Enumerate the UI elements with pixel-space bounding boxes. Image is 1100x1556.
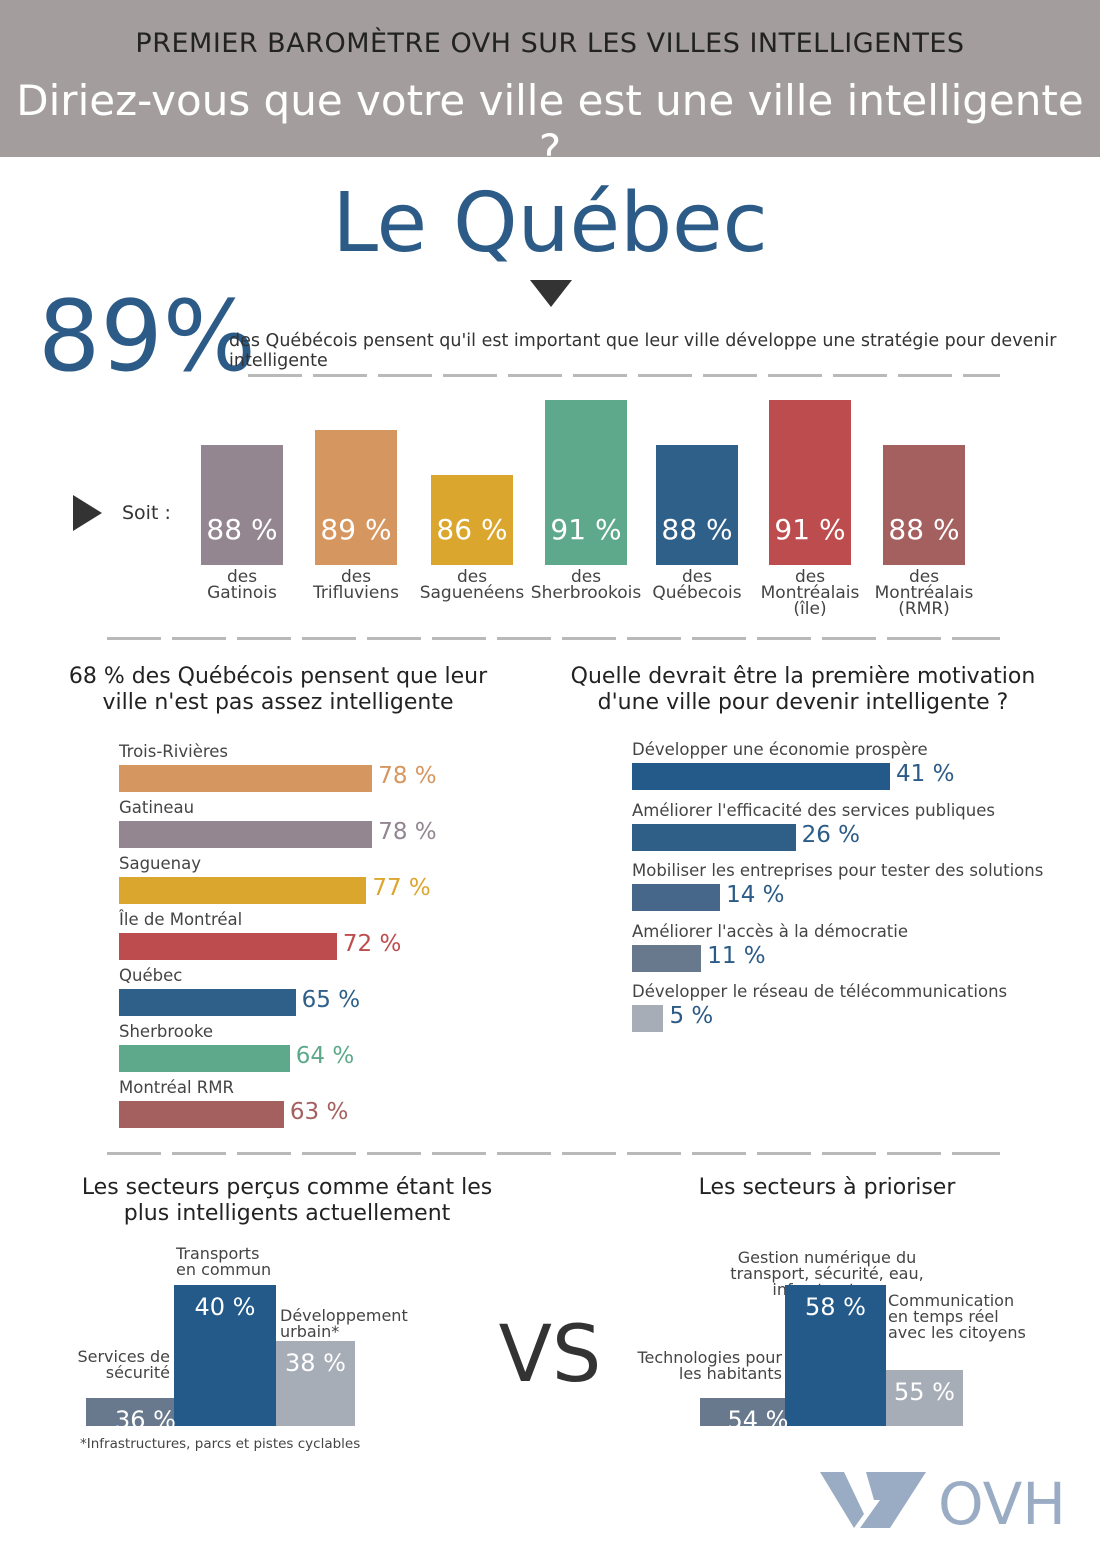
logo-mark: [820, 1472, 926, 1528]
category-label: Mobiliser les entreprises pour tester de…: [632, 861, 1044, 880]
category-label: des Saguenéens: [419, 567, 525, 603]
bar: [174, 1285, 276, 1426]
region-title: Le Québec: [332, 176, 768, 271]
bar: [119, 1045, 290, 1072]
category-label: Technologies pour les habitants: [637, 1348, 782, 1383]
header-kicker: PREMIER BAROMÈTRE OVH SUR LES VILLES INT…: [135, 28, 965, 59]
value-label: 88 %: [888, 513, 960, 546]
category-label: Trois-Rivières: [119, 742, 229, 761]
category-label: des Montréalais (île): [760, 567, 860, 619]
bar: [119, 877, 367, 904]
bar: [632, 884, 721, 911]
header-band: [0, 0, 1100, 157]
value-label: 91 %: [774, 513, 846, 546]
category-label: Saguenay: [119, 854, 202, 873]
bar: [119, 821, 373, 848]
bar: [785, 1285, 886, 1426]
value-label: 11 %: [707, 942, 766, 969]
value-label: 14 %: [726, 882, 785, 908]
category-label: Améliorer l'accès à la démocratie: [632, 921, 909, 941]
logo-text: OVH: [938, 1470, 1066, 1538]
chart-title: Les secteurs à prioriser: [698, 1175, 956, 1200]
value-label: 38 %: [285, 1349, 346, 1378]
category-label: Développement urbain*: [280, 1306, 408, 1341]
category-label: des Trifluviens: [313, 567, 399, 603]
value-label: 91 %: [550, 513, 622, 546]
bar: [119, 989, 296, 1016]
bar: [886, 1369, 963, 1426]
category-label: Île de Montréal: [119, 910, 243, 929]
category-label: des Montréalais (RMR): [874, 567, 974, 619]
bar: [119, 765, 373, 792]
category-label: Montréal RMR: [119, 1078, 234, 1097]
value-label: 64 %: [295, 1043, 355, 1069]
value-label: 78 %: [378, 763, 437, 789]
chart-title: 68 % des Québécois pensent que leur vill…: [68, 664, 488, 715]
category-label: Développer une économie prospère: [632, 740, 928, 759]
category-label: Québec: [119, 966, 183, 985]
divider: [107, 637, 1000, 640]
value-label: 26 %: [801, 821, 861, 848]
chart-title: Les secteurs perçus comme étant les plus…: [81, 1175, 493, 1226]
value-label: 36 %: [115, 1405, 176, 1434]
value-label: 88 %: [661, 513, 733, 546]
bar: [315, 430, 397, 565]
bar: [119, 933, 337, 960]
value-label: 86 %: [436, 513, 508, 546]
value-label: 77 %: [372, 875, 431, 901]
bar: [545, 400, 627, 565]
category-label: Développer le réseau de télécommunicatio…: [632, 982, 1008, 1001]
value-label: 41 %: [896, 761, 955, 787]
value-label: 55 %: [894, 1377, 955, 1406]
bar: [201, 445, 283, 565]
category-label: Sherbrooke: [119, 1022, 214, 1041]
value-label: 78 %: [378, 819, 437, 845]
value-label: 88 %: [206, 513, 278, 546]
value-label: 63 %: [289, 1099, 349, 1125]
bar: [276, 1341, 355, 1426]
value-label: 65 %: [301, 987, 361, 1013]
bar: [632, 823, 796, 851]
subtitle: Soit :: [122, 502, 171, 524]
value-label: 54 %: [727, 1405, 789, 1434]
bar: [656, 445, 738, 565]
value-label: 89 %: [320, 513, 392, 546]
divider: [107, 1152, 1000, 1155]
value-label: 58 %: [805, 1293, 866, 1321]
category-label: des Québecois: [652, 567, 742, 603]
pointer: [530, 280, 572, 307]
category-label: des Gatinois: [207, 567, 277, 603]
value-label: 40 %: [194, 1293, 256, 1321]
vs-label: VS: [498, 1310, 602, 1400]
bar: [632, 1005, 664, 1032]
category-label: Transports en commun: [176, 1244, 272, 1279]
divider: [248, 374, 1000, 377]
category-label: Gatineau: [119, 798, 195, 817]
bar: [119, 1101, 284, 1128]
bar: [883, 445, 965, 565]
category-label: Communication en temps réel avec les cit…: [888, 1291, 1026, 1342]
bar: [431, 475, 513, 565]
header-title: Diriez-vous que votre ville est une vill…: [16, 76, 1084, 174]
value-label: 72 %: [342, 931, 402, 957]
arrow: [73, 495, 102, 531]
bar: [632, 944, 702, 972]
category-label: Services de sécurité: [77, 1347, 170, 1382]
chart-title: Quelle devrait être la première motivati…: [570, 664, 1036, 715]
footnote: *Infrastructures, parcs et pistes cyclab…: [80, 1436, 361, 1452]
value-label: 5 %: [669, 1003, 714, 1029]
headline-figure: 89%: [38, 280, 256, 394]
bar: [632, 763, 890, 790]
bar: [769, 400, 851, 565]
category-label: des Sherbrookois: [530, 567, 642, 603]
headline-text: des Québécois pensent qu'il est importan…: [229, 331, 1057, 371]
category-label: Améliorer l'efficacité des services publ…: [632, 800, 995, 820]
